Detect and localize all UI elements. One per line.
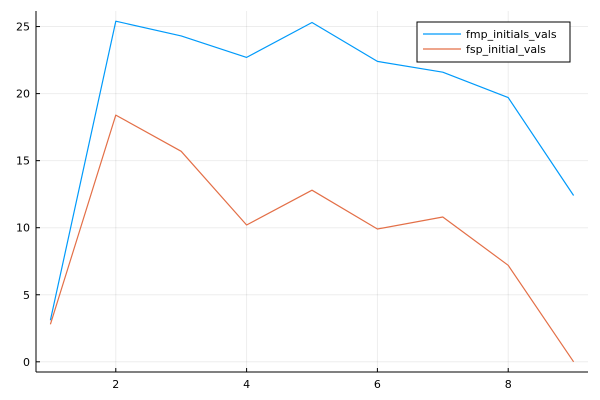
- y-tick-label: 10: [16, 222, 30, 235]
- x-tick-label: 6: [374, 378, 381, 391]
- series-line-fmp_initials_vals: [49, 20, 575, 321]
- legend-box: [416, 21, 571, 63]
- x-tick-label: 8: [505, 378, 512, 391]
- x-tick-label: 2: [112, 378, 119, 391]
- y-tick-label: 15: [16, 155, 30, 168]
- x-tick-label: 4: [243, 378, 250, 391]
- y-tick-label: 25: [16, 21, 30, 34]
- y-tick-label: 20: [16, 88, 30, 101]
- y-tick-label: 5: [23, 289, 30, 302]
- series-lines: [49, 20, 575, 363]
- legend-label: fmp_initials_vals: [466, 28, 557, 41]
- y-tick-label: 0: [23, 356, 30, 369]
- legend: fmp_initials_vals fsp_initial_vals: [416, 21, 571, 63]
- series-line-fsp_initial_vals: [49, 114, 575, 363]
- legend-label: fsp_initial_vals: [466, 43, 546, 56]
- axes: 2 4 6 8 0 5 10 15 20 25: [16, 11, 588, 391]
